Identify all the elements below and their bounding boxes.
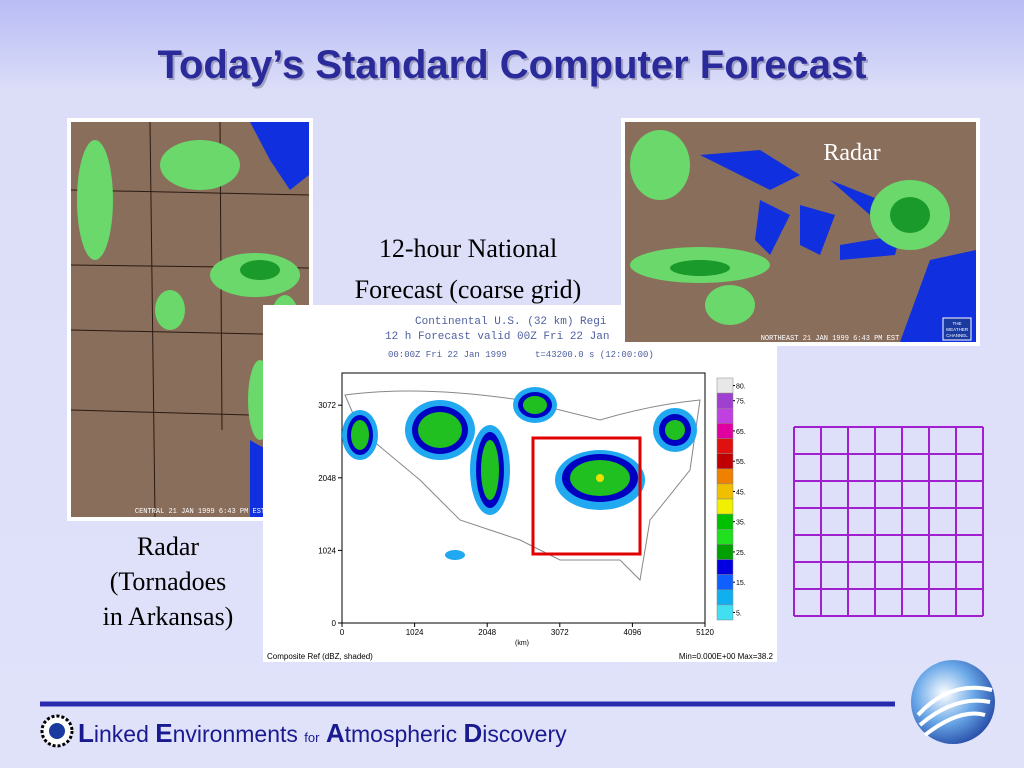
colorbar-label: 80.	[736, 384, 746, 391]
colorbar-box	[716, 574, 734, 590]
logo-text: WEATHER	[946, 327, 969, 332]
colorbar-label: 15.	[736, 580, 746, 587]
footer-word: iscovery	[482, 721, 567, 747]
footer-word: inked	[94, 721, 149, 747]
colorbar-box	[716, 529, 734, 545]
label: Radar	[137, 532, 199, 561]
x-tick-label: 5120	[696, 628, 714, 637]
forecast-header: t=43200.0 s (12:00:00)	[535, 350, 654, 360]
x-tick-label: 1024	[406, 628, 424, 637]
forecast-footer: Min=0.000E+00 Max=38.2	[679, 652, 774, 661]
colorbar-box	[716, 468, 734, 485]
map-caption: CENTRAL 21 JAN 1999 6:43 PM EST	[135, 508, 265, 516]
colorbar-label: 25.	[736, 550, 746, 557]
colorbar-box	[716, 423, 734, 439]
globe-logo	[911, 660, 995, 744]
colorbar-box	[716, 453, 734, 469]
colorbar-label: 75.	[736, 399, 746, 406]
colorbar-label: 45.	[736, 489, 746, 496]
footer-word: nvironments	[173, 721, 298, 747]
footer-initial: E	[155, 718, 172, 748]
footer-word: tmospheric	[345, 721, 457, 747]
y-tick-label: 3072	[318, 401, 336, 410]
colorbar-box	[716, 589, 734, 606]
footer-initial: D	[464, 718, 483, 748]
y-tick-label: 0	[332, 619, 337, 628]
colorbar-box	[716, 483, 734, 500]
x-tick-label: 4096	[624, 628, 642, 637]
title-shadow: Today’s Standard Computer Forecast	[159, 45, 868, 89]
forecast-header: 12 h Forecast valid 00Z Fri 22 Jan	[385, 331, 609, 343]
footer-initial: L	[78, 718, 94, 748]
label: Radar	[823, 140, 880, 166]
footer-initial: A	[326, 718, 345, 748]
colorbar-box	[716, 559, 734, 575]
label: (Tornadoes	[110, 567, 227, 596]
x-tick-label: 0	[340, 628, 345, 637]
y-tick-label: 2048	[318, 474, 336, 483]
logo-text: CHANNEL	[946, 333, 968, 338]
colorbar-box	[716, 604, 734, 621]
colorbar-box	[716, 544, 734, 560]
colorbar-box	[716, 408, 734, 424]
label: Forecast (coarse grid)	[355, 275, 582, 304]
colorbar-box	[716, 438, 734, 454]
colorbar-box	[716, 513, 734, 530]
colorbar-label: 5.	[736, 610, 742, 617]
x-axis-label: (km)	[515, 640, 529, 647]
label: 12-hour National	[379, 234, 557, 263]
nsf-logo	[40, 714, 74, 748]
footer-text: Linked Environments for Atmospheric Disc…	[78, 718, 567, 748]
forecast-header: 00:00Z Fri 22 Jan 1999	[388, 350, 507, 360]
forecast-header: Continental U.S. (32 km) Regi	[415, 316, 607, 328]
colorbar-box	[716, 392, 734, 409]
colorbar-label: 55.	[736, 459, 746, 466]
y-tick-label: 1024	[318, 546, 336, 555]
coarse-grid	[793, 426, 984, 617]
x-tick-label: 2048	[478, 628, 496, 637]
x-tick-label: 3072	[551, 628, 569, 637]
colorbar-box	[716, 377, 734, 394]
footer-word: for	[304, 730, 320, 745]
colorbar-label: 35.	[736, 520, 746, 527]
label: in Arkansas)	[103, 602, 234, 631]
title: Today’s Standard Computer Forecast	[157, 43, 866, 87]
map-caption: NORTHEAST 21 JAN 1999 6:43 PM EST	[761, 335, 900, 343]
logo-text: THE	[953, 321, 962, 326]
forecast-footer: Composite Ref (dBZ, shaded)	[267, 652, 373, 661]
right-radar: NORTHEAST 21 JAN 1999 6:43 PM EST THE WE…	[621, 118, 980, 346]
colorbar-label: 65.	[736, 429, 746, 436]
forecast-image: Continental U.S. (32 km) Regi 12 h Forec…	[263, 305, 777, 662]
colorbar-box	[716, 498, 734, 515]
